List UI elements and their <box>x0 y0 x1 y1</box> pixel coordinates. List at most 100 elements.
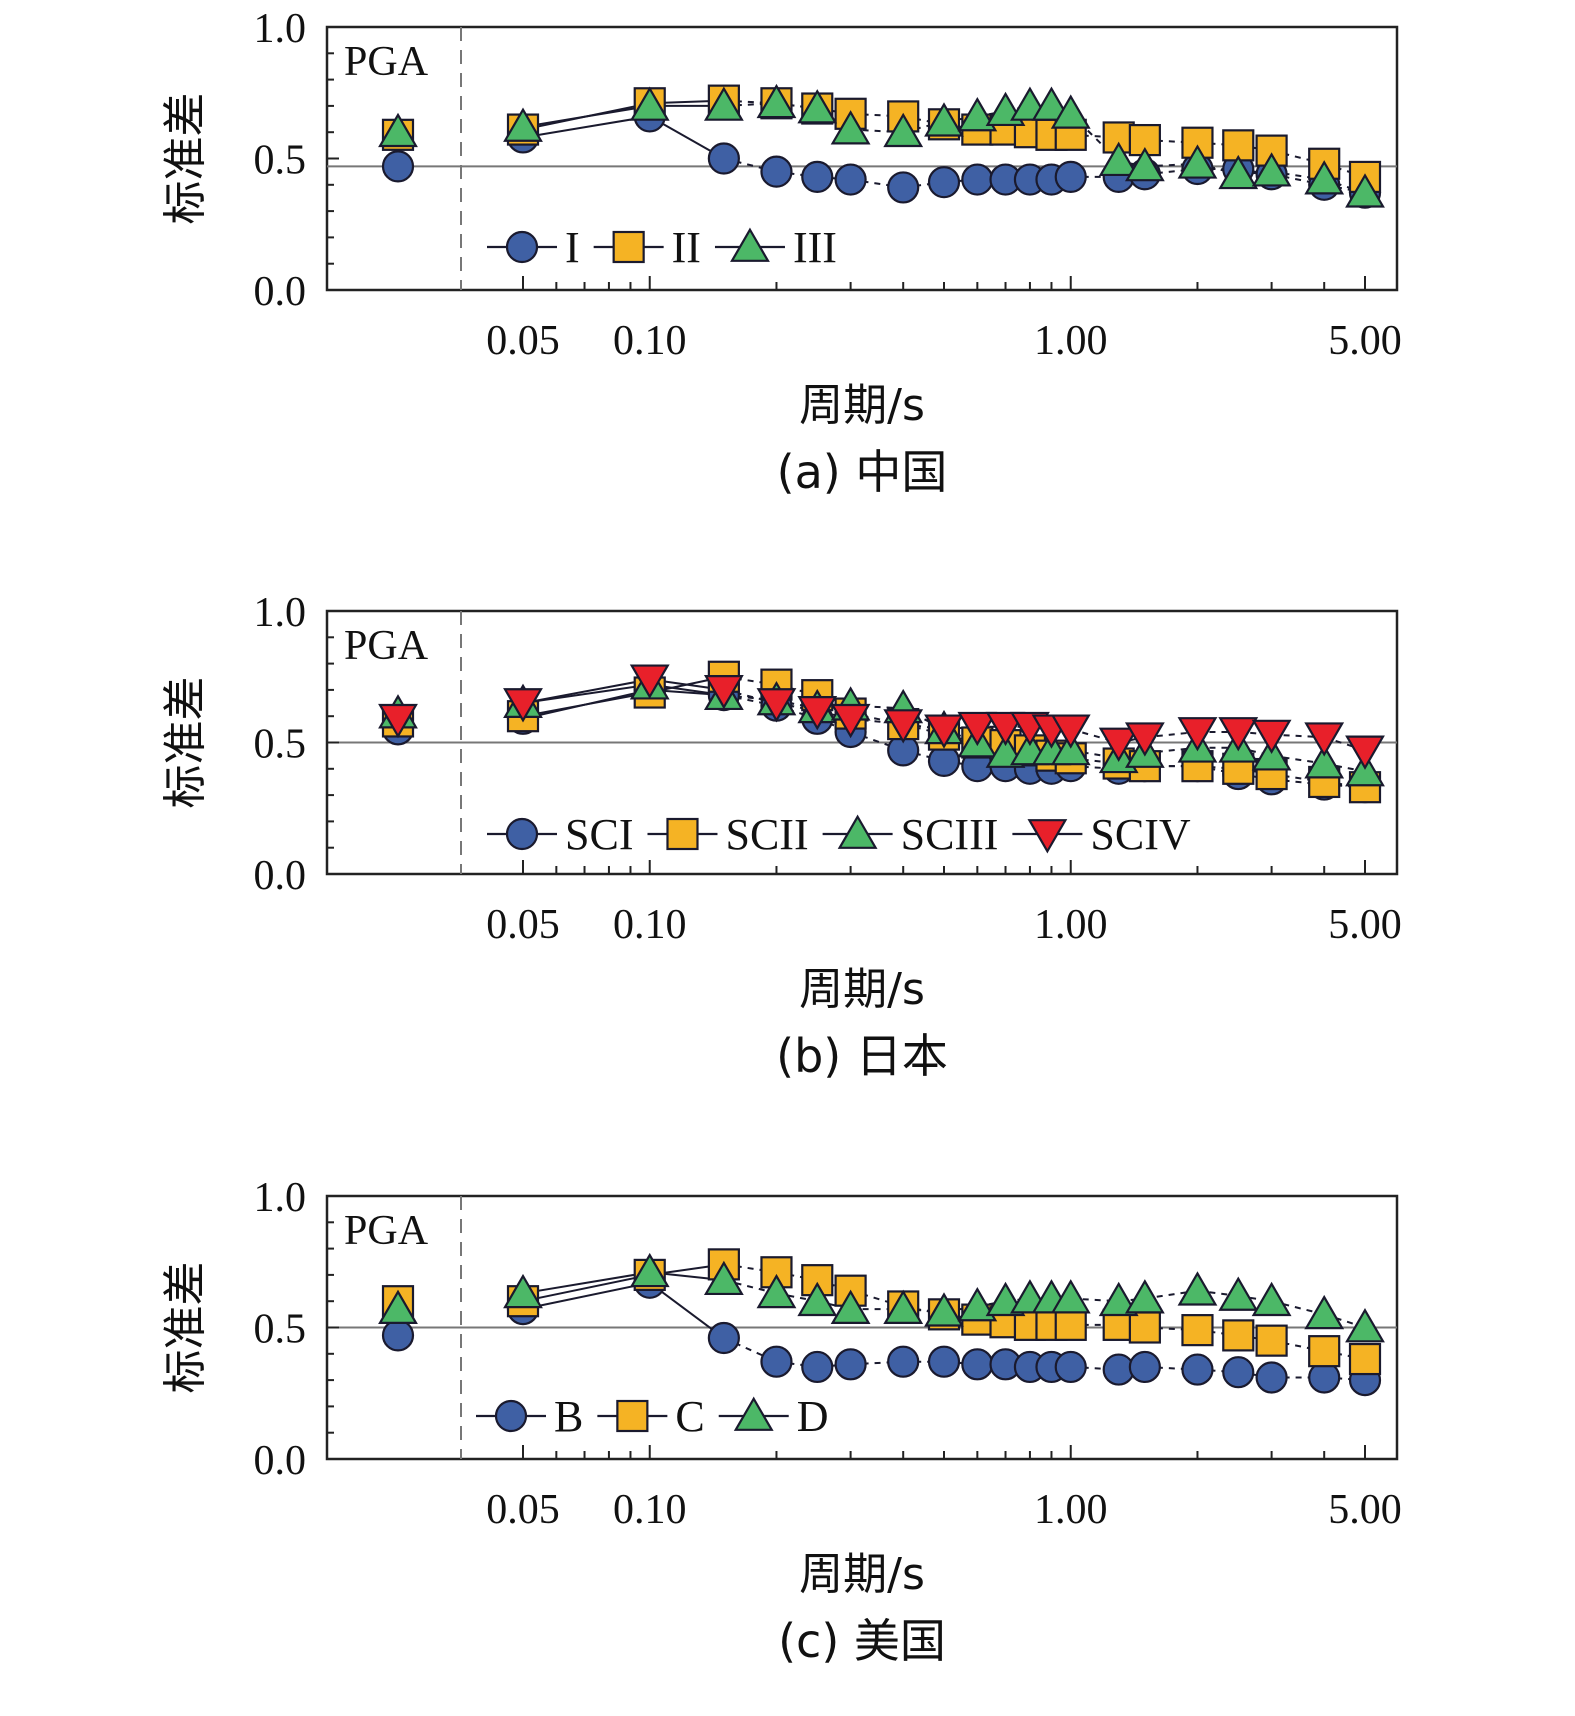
x-tick-label: 0.10 <box>613 1487 687 1533</box>
panel-caption: (a) 中国 <box>777 445 948 499</box>
y-tick-label: 0.5 <box>254 722 307 768</box>
y-axis-label: 标准差 <box>160 93 211 225</box>
series-line-III <box>1144 162 1198 168</box>
series-line-SCIII <box>1144 746 1198 755</box>
legend-marker-C <box>616 1399 649 1433</box>
data-point-III <box>756 83 797 119</box>
series-line-SCIII <box>1271 754 1325 765</box>
data-point-C <box>1222 1319 1255 1352</box>
series-line-III <box>522 104 650 128</box>
data-point-SCIII <box>1304 744 1345 779</box>
data-point-SCIV <box>1304 722 1345 757</box>
data-point-SCIV <box>985 711 1026 747</box>
x-tick-label: 1.00 <box>1034 1487 1108 1533</box>
data-point-III <box>1124 146 1165 182</box>
data-point-SCIV <box>703 674 744 710</box>
y-tick-label: 1.0 <box>254 1175 307 1221</box>
legend-label-SCIV: SCIV <box>1090 810 1190 859</box>
legend-label-SCIII: SCIII <box>901 810 999 859</box>
data-point-I <box>834 163 867 196</box>
series-line-SCIV <box>1271 733 1325 739</box>
y-tick-label: 0.5 <box>254 138 307 184</box>
series-line-C <box>723 1263 777 1274</box>
series-line-I <box>850 178 904 189</box>
legend-label-SCI: SCI <box>565 810 633 859</box>
series-line-SCII <box>1271 773 1325 783</box>
x-tick-label: 5.00 <box>1328 1487 1402 1533</box>
data-point-C <box>1255 1324 1288 1357</box>
panel-caption: (c) 美国 <box>778 1614 946 1668</box>
series-line-SCII <box>723 675 777 686</box>
data-point-D <box>1177 1271 1218 1306</box>
series-line-II <box>850 112 904 118</box>
data-point-D <box>756 1273 797 1309</box>
series-line-SCI <box>850 731 904 752</box>
pga-point-B <box>381 1319 415 1352</box>
legend-marker-III <box>730 227 770 262</box>
legend-marker-D <box>733 1396 774 1431</box>
legend-marker-SCIII <box>837 814 878 849</box>
series-line-SCI <box>723 694 777 707</box>
series-line-SCIV <box>522 678 650 705</box>
y-tick-label: 0.0 <box>254 1438 307 1484</box>
legend-label-SCII: SCII <box>725 810 808 859</box>
data-point-C <box>1308 1335 1341 1368</box>
series-line-III <box>1271 170 1325 181</box>
data-point-III <box>924 102 964 137</box>
data-point-SCIV <box>883 709 924 744</box>
legend-marker-SCII <box>666 817 699 851</box>
pga-point-SCIV <box>378 703 418 739</box>
data-point-B <box>707 1321 740 1355</box>
series-line-SCII <box>522 691 650 718</box>
data-point-B <box>1054 1350 1087 1384</box>
data-point-B <box>1255 1361 1288 1394</box>
data-point-D <box>1098 1281 1139 1317</box>
data-point-I <box>887 171 920 204</box>
data-point-III <box>1251 152 1292 187</box>
series-line-I <box>1271 173 1325 186</box>
series-line-C <box>522 1273 650 1303</box>
x-tick-label: 5.00 <box>1328 318 1402 364</box>
legend-label-II: II <box>672 223 701 272</box>
data-point-SCIV <box>1218 717 1259 752</box>
series-line-SCI <box>1271 778 1325 786</box>
legend-marker-B <box>494 1399 528 1433</box>
data-point-SCIV <box>1345 735 1385 770</box>
data-point-III <box>1050 94 1091 129</box>
data-point-III <box>883 112 924 148</box>
series-line-III <box>723 102 777 107</box>
data-point-SCIV <box>797 696 838 731</box>
panel-caption: (b) 日本 <box>776 1029 948 1083</box>
data-point-D <box>924 1292 964 1327</box>
series-line-C <box>850 1289 904 1308</box>
series-line-I <box>1144 168 1198 176</box>
series-line-II <box>723 99 777 105</box>
series-line-II <box>1144 139 1198 144</box>
data-point-D <box>1251 1281 1292 1317</box>
data-point-B <box>1128 1350 1161 1384</box>
data-point-B <box>1222 1356 1255 1389</box>
legend-label-D: D <box>797 1392 829 1441</box>
data-point-C <box>1181 1314 1214 1347</box>
y-tick-label: 1.0 <box>254 590 307 636</box>
data-point-D <box>1050 1279 1091 1314</box>
data-point-B <box>887 1345 920 1378</box>
data-point-B <box>760 1345 793 1378</box>
data-point-III <box>503 107 543 142</box>
data-point-SCIV <box>957 711 998 747</box>
pga-label: PGA <box>344 39 429 85</box>
legend-label-I: I <box>565 223 580 272</box>
x-tick-label: 0.10 <box>613 902 687 948</box>
data-point-SCIV <box>1124 722 1165 757</box>
pga-label: PGA <box>344 623 429 669</box>
data-point-SCIV <box>924 714 964 749</box>
data-point-SCIV <box>1050 714 1091 749</box>
data-point-III <box>1218 154 1259 190</box>
y-tick-label: 1.0 <box>254 6 307 52</box>
data-point-D <box>1345 1308 1385 1343</box>
pga-point-III <box>378 112 418 148</box>
legend-marker-II <box>612 230 645 264</box>
y-tick-label: 0.0 <box>254 853 307 899</box>
